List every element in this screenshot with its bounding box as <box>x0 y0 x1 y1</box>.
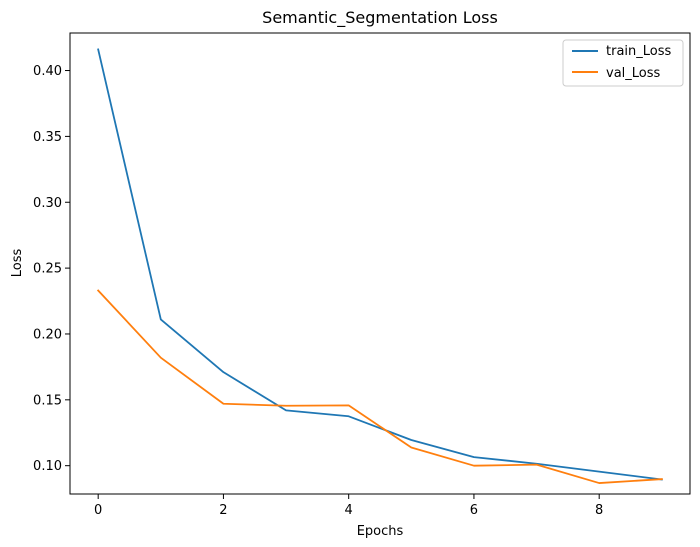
x-tick-label: 4 <box>345 503 353 518</box>
y-tick-label: 0.25 <box>33 262 62 277</box>
x-axis-label: Epochs <box>357 524 404 539</box>
chart-title: Semantic_Segmentation Loss <box>262 8 498 28</box>
y-tick-label: 0.35 <box>33 130 62 145</box>
y-tick-label: 0.20 <box>33 327 62 342</box>
y-tick-label: 0.10 <box>33 459 62 474</box>
x-tick-label: 0 <box>94 503 102 518</box>
y-tick-label: 0.15 <box>33 393 62 408</box>
series-line-train-loss <box>97 48 663 481</box>
series-line-val-loss <box>96 289 663 484</box>
x-tick-label: 6 <box>470 503 478 518</box>
series-layer <box>96 48 663 484</box>
y-axis-label: Loss <box>10 249 25 278</box>
x-tick-label: 8 <box>595 503 603 518</box>
plot-area <box>69 32 691 495</box>
y-axis: 0.10 0.15 0.20 0.25 0.30 0.35 0.40 <box>33 64 70 474</box>
plot-frame <box>69 32 691 495</box>
legend-label-val-loss: val_Loss <box>606 66 661 81</box>
y-tick-label: 0.40 <box>33 64 62 79</box>
x-tick-label: 2 <box>219 503 227 518</box>
legend-label-train-loss: train_Loss <box>606 44 672 59</box>
y-tick-label: 0.30 <box>33 196 62 211</box>
x-axis: 0 2 4 6 8 <box>94 494 603 518</box>
legend: train_Loss val_Loss <box>562 39 684 87</box>
